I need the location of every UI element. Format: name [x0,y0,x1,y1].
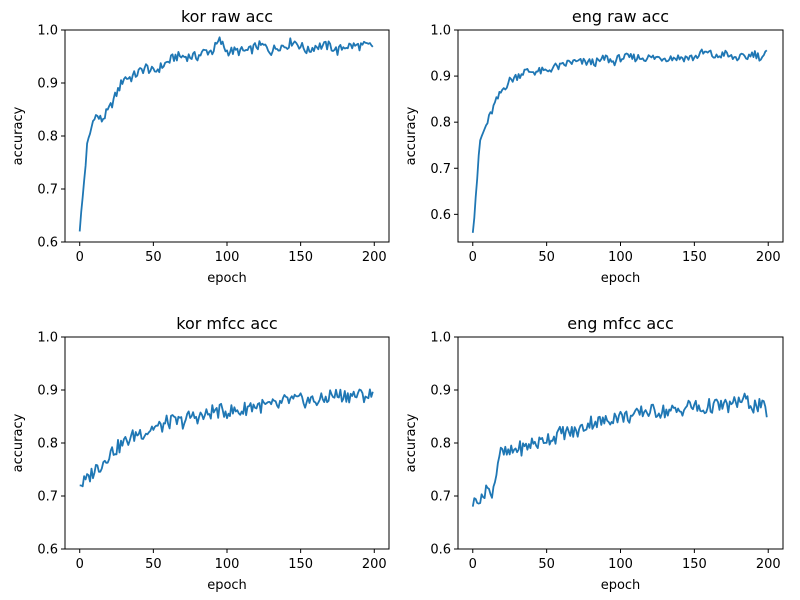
chart-title: eng mfcc acc [567,314,674,333]
x-tick-label: 0 [76,250,84,265]
x-tick-label: 50 [538,557,555,572]
y-tick-label: 0.8 [37,130,58,145]
y-tick-label: 0.9 [37,384,58,399]
y-tick-label: 0.7 [430,490,451,505]
x-tick-label: 200 [756,557,781,572]
x-tick-label: 50 [538,250,555,265]
y-axis-label: accuracy [11,413,26,472]
chart-title: kor mfcc acc [176,314,277,333]
y-tick-label: 0.6 [37,543,58,558]
y-tick-label: 0.9 [430,384,451,399]
y-tick-label: 0.8 [430,437,451,452]
series-line [79,388,374,488]
series-line [471,48,768,233]
x-tick-label: 50 [145,557,162,572]
subplot-eng-mfcc-acc: eng mfcc acc epoch accuracy 0 50 100 150 200 0.6… [404,314,784,593]
subplot-kor-mfcc-acc: kor mfcc acc epoch accuracy 0 50 100 150 200 0.6… [11,314,390,593]
plot-frame [64,336,390,550]
x-tick-label: 200 [362,557,387,572]
y-tick-label: 0.6 [430,543,451,558]
x-tick-label: 200 [756,250,781,265]
x-axis-label: epoch [601,578,641,593]
y-tick-label: 0.7 [430,162,451,177]
x-axis-label: epoch [207,578,247,593]
chart-title: eng raw acc [572,7,669,26]
x-tick-label: 150 [682,250,707,265]
y-tick-label: 0.7 [37,490,58,505]
x-tick-label: 0 [469,250,477,265]
subplot-kor-raw-acc: kor raw acc epoch accuracy 0 50 100 150 200 0.6 0… [11,7,390,286]
y-tick-label: 1.0 [37,331,58,346]
series-line [471,392,768,507]
x-axis-label: epoch [601,271,641,286]
x-tick-label: 100 [608,250,633,265]
plot-frame [457,336,784,550]
x-tick-label: 50 [145,250,162,265]
y-axis-label: accuracy [404,106,419,165]
x-tick-label: 100 [608,557,633,572]
y-tick-label: 0.9 [37,77,58,92]
x-tick-label: 150 [682,557,707,572]
x-tick-label: 150 [288,250,313,265]
series-line [78,36,374,232]
y-tick-label: 0.6 [430,208,451,223]
plot-frame [457,29,784,243]
subplot-eng-raw-acc: eng raw acc epoch accuracy 0 50 100 150 200 0.6 0… [404,7,784,286]
y-tick-label: 0.9 [430,70,451,85]
x-tick-label: 200 [362,250,387,265]
y-tick-label: 0.8 [430,116,451,131]
chart-title: kor raw acc [181,7,273,26]
x-tick-label: 0 [76,557,84,572]
y-tick-label: 0.7 [37,183,58,198]
plot-frame [64,29,390,243]
y-tick-label: 1.0 [37,24,58,39]
y-tick-label: 1.0 [430,331,451,346]
y-tick-label: 0.8 [37,437,58,452]
x-tick-label: 100 [215,557,240,572]
x-axis-label: epoch [207,271,247,286]
x-tick-label: 150 [288,557,313,572]
y-axis-label: accuracy [11,106,26,165]
y-tick-label: 1.0 [430,24,451,39]
x-tick-label: 100 [215,250,240,265]
y-tick-label: 0.6 [37,236,58,251]
y-axis-label: accuracy [404,413,419,472]
x-tick-label: 0 [469,557,477,572]
